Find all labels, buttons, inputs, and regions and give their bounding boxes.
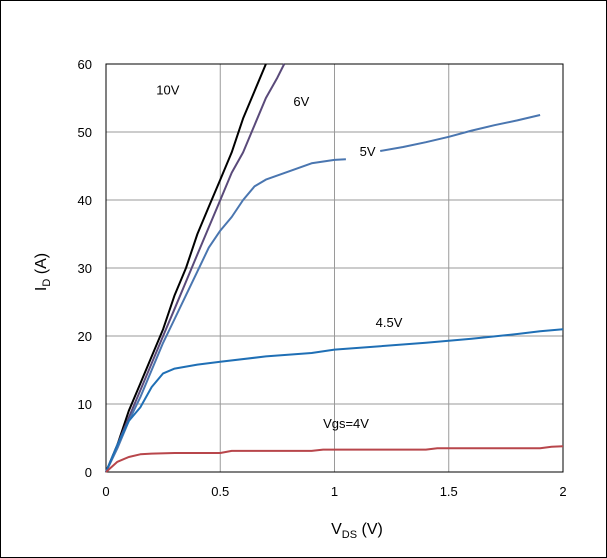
y-tick-label: 0 (85, 465, 92, 480)
series-line-vgs-4v (105, 445, 564, 473)
y-axis-label-unit: (A) (33, 253, 50, 279)
x-tick-label: 1.5 (440, 484, 458, 499)
series-annotation: 10V (156, 83, 179, 98)
plot-area (105, 63, 564, 473)
series-lines (105, 63, 564, 473)
x-tick-label: 2 (559, 484, 566, 499)
y-tick-label: 40 (78, 193, 92, 208)
x-axis-label-main: V (331, 521, 342, 538)
series-annotations: 10V 6V 5V 4.5V Vgs=4V (156, 83, 402, 431)
x-tick-label: 1 (331, 484, 338, 499)
x-tick-label: 0.5 (211, 484, 229, 499)
series-line-6v (105, 63, 286, 473)
x-tick-label: 0 (102, 484, 109, 499)
x-axis-label-unit: (V) (357, 521, 383, 538)
series-line-4-5v (105, 328, 564, 473)
series-line-5v (105, 158, 346, 473)
series-line-10v (105, 63, 267, 473)
y-axis-label-main: I (33, 287, 50, 291)
series-line-5v-segment (380, 114, 541, 152)
x-tick-labels: 0 0.5 1 1.5 2 (102, 484, 566, 499)
y-axis-label: ID (A) (33, 253, 53, 291)
y-tick-label: 60 (78, 57, 92, 72)
y-tick-labels: 0 10 20 30 40 50 60 (78, 57, 92, 480)
series-annotation: 4.5V (376, 315, 403, 330)
y-tick-label: 10 (78, 397, 92, 412)
series-annotation: 6V (293, 94, 309, 109)
grid (106, 64, 563, 472)
y-tick-label: 30 (78, 261, 92, 276)
x-axis-label: VDS (V) (331, 521, 383, 541)
series-annotation: 5V (360, 144, 376, 159)
y-tick-label: 50 (78, 125, 92, 140)
y-tick-label: 20 (78, 329, 92, 344)
series-annotation: Vgs=4V (323, 416, 369, 431)
x-axis-label-sub: DS (342, 529, 357, 541)
y-axis-label-sub: D (41, 279, 53, 287)
